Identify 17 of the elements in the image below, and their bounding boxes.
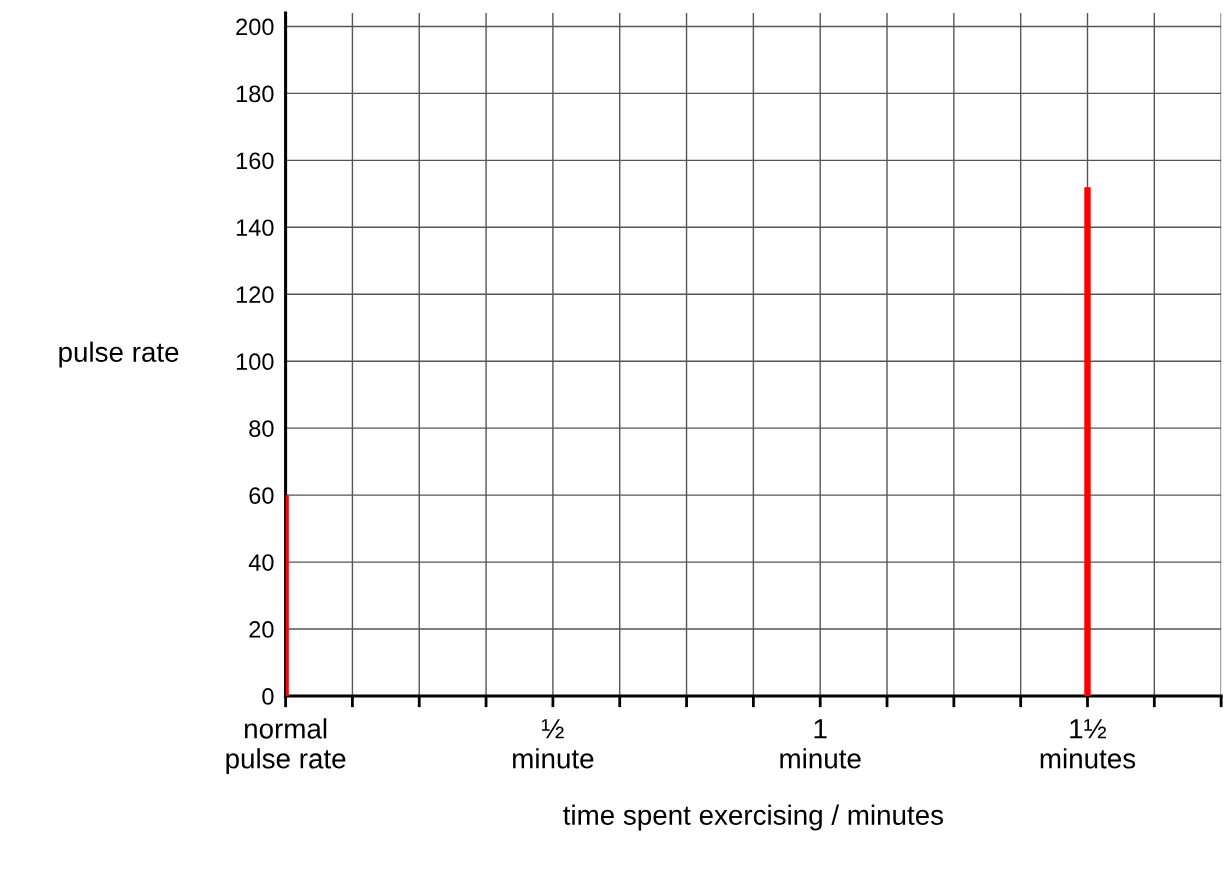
y-tick-label: 140 — [236, 219, 274, 237]
y-tick-label: 40 — [248, 554, 274, 571]
x-tick-label: normal pulse rate — [226, 718, 346, 775]
y-axis-title: pulse rate — [59, 341, 179, 368]
y-tick-label: 100 — [236, 353, 274, 371]
x-tick-label: 1 minute — [780, 719, 861, 769]
y-tick-label: 60 — [249, 487, 274, 504]
x-tick-label: 1½ minutes — [1040, 719, 1136, 769]
y-tick-label: 0 — [262, 688, 274, 705]
y-tick-label: 120 — [236, 286, 274, 304]
x-axis-title: time spent exercising / minutes — [563, 804, 944, 831]
y-tick-label: 160 — [236, 152, 274, 170]
x-tick-label: ½ minute — [513, 719, 594, 769]
y-tick-label: 80 — [249, 420, 274, 437]
y-tick-label: 20 — [249, 621, 274, 638]
y-tick-label: 200 — [236, 18, 274, 36]
y-tick-label: 180 — [236, 85, 274, 103]
